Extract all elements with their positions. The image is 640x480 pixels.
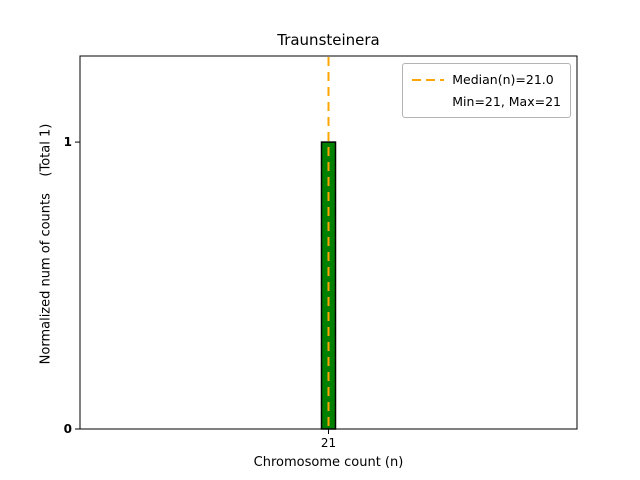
y-axis-label: Normalized num of counts (Total 1) — [38, 123, 54, 365]
legend-row-minmax: Min=21, Max=21 — [412, 93, 561, 110]
x-axis-label: Chromosome count (n) — [253, 455, 404, 470]
legend-row-median: Median(n)=21.0 — [412, 71, 561, 88]
chart-title: Traunsteinera — [277, 31, 380, 49]
legend-label-minmax: Min=21, Max=21 — [452, 94, 561, 109]
x-tick-label: 21 — [321, 436, 336, 450]
legend: Median(n)=21.0 Min=21, Max=21 — [402, 63, 571, 118]
y-tick-label: 1 — [64, 135, 72, 149]
legend-label-median: Median(n)=21.0 — [452, 72, 554, 87]
y-tick-label: 0 — [64, 422, 72, 436]
median-dashed-line-swatch — [412, 78, 445, 81]
